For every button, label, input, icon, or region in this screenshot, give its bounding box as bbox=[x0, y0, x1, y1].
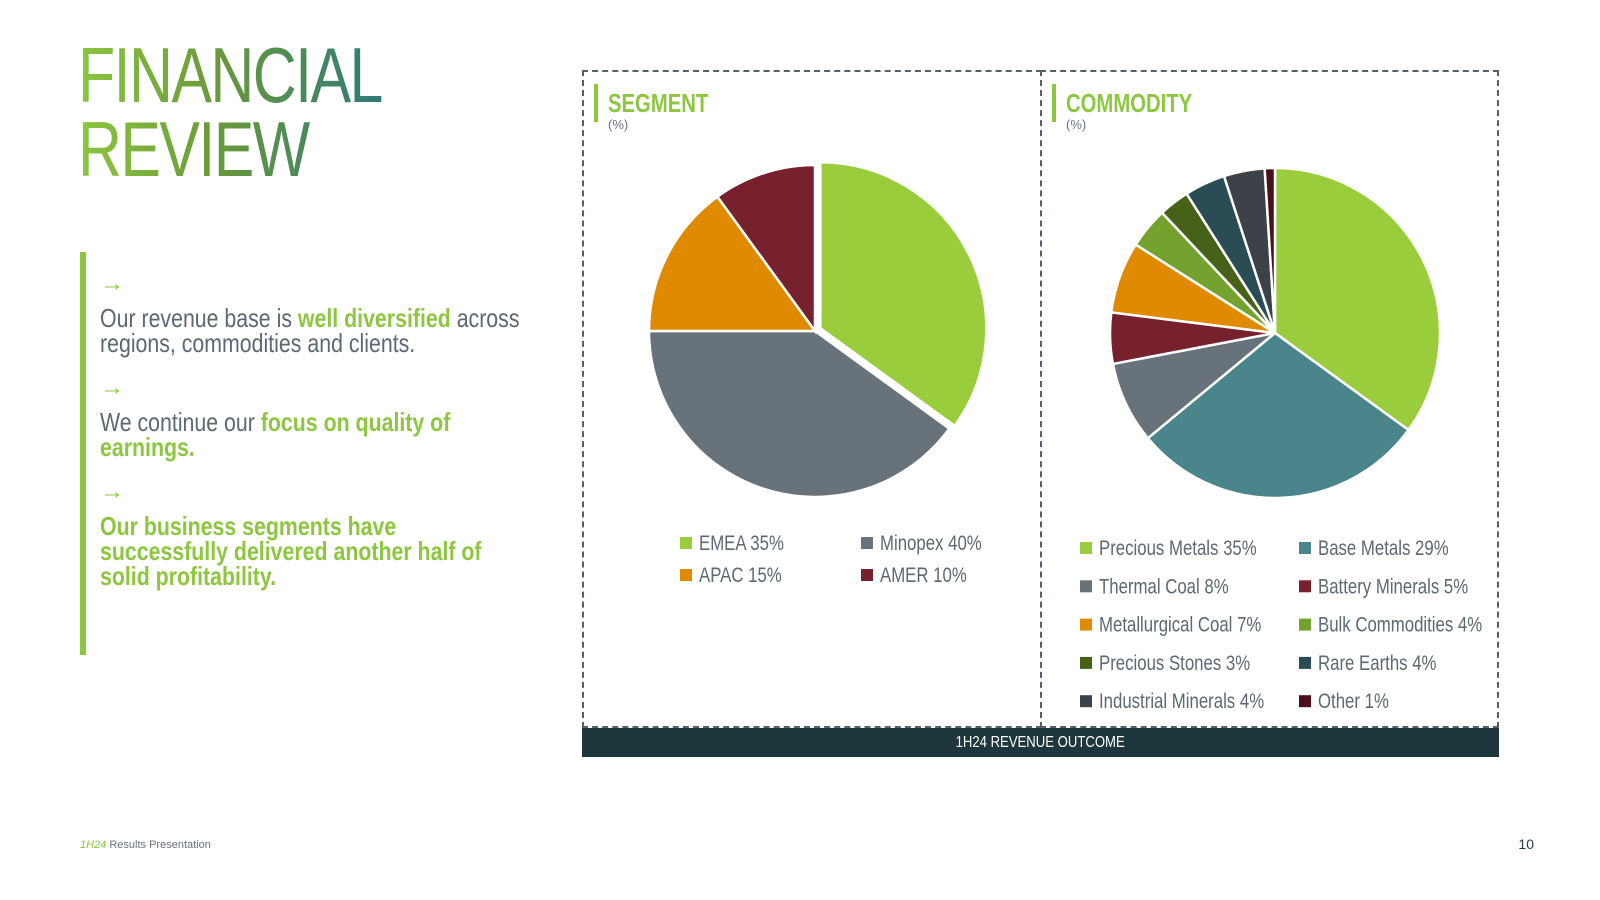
pie-slice-amer bbox=[715, 163, 817, 335]
legend-swatch bbox=[680, 569, 692, 581]
commodity-panel: COMMODITY (%) bbox=[1040, 70, 1499, 728]
legend-swatch bbox=[1080, 580, 1092, 593]
legend-label: Industrial Minerals 4% bbox=[1099, 691, 1264, 714]
pie-slice-other bbox=[1263, 166, 1277, 334]
segment-panel-title: SEGMENT bbox=[608, 88, 709, 118]
pie-slice-precious-metals bbox=[1273, 166, 1442, 432]
segment-panel: SEGMENT (%) bbox=[582, 70, 1042, 728]
arrow-right-icon: → bbox=[100, 374, 124, 401]
legend-swatch bbox=[1080, 542, 1092, 554]
pie-slice-apac bbox=[647, 194, 818, 333]
legend-label: Battery Minerals 5% bbox=[1318, 576, 1468, 599]
legend-swatch bbox=[1299, 695, 1311, 708]
accent-bar bbox=[1052, 84, 1056, 122]
legend-label: Precious Metals 35% bbox=[1099, 537, 1257, 560]
presentation-accent: 1H24 bbox=[80, 839, 107, 851]
legend-swatch bbox=[680, 537, 692, 549]
legend-swatch bbox=[1299, 656, 1311, 669]
key-point-text: Our business segments have successfully … bbox=[100, 511, 526, 591]
legend-swatch bbox=[861, 569, 873, 581]
presentation-text: Results Presentation bbox=[106, 839, 211, 851]
pie-slice-minopex bbox=[647, 329, 952, 499]
key-point-highlight: Our business segments have successfully … bbox=[100, 511, 482, 591]
key-point-text: We continue our focus on quality of earn… bbox=[100, 407, 526, 462]
key-point-segment: We continue our bbox=[100, 407, 261, 437]
segment-panel-unit: (%) bbox=[608, 117, 629, 132]
page-number: 10 bbox=[1518, 836, 1534, 852]
commodity-panel-title: COMMODITY bbox=[1066, 88, 1193, 118]
revenue-outcome-label: 1H24 REVENUE OUTCOME bbox=[955, 734, 1126, 751]
key-point-segment: Our revenue base is bbox=[100, 303, 298, 333]
legend-label: EMEA 35% bbox=[699, 532, 784, 555]
legend-label: AMER 10% bbox=[880, 564, 967, 587]
legend-swatch bbox=[1299, 542, 1311, 554]
key-point-segment: across regions, commodities and clients. bbox=[100, 303, 520, 358]
legend-label: Rare Earths 4% bbox=[1318, 652, 1437, 675]
key-point-highlight: focus on quality of earnings. bbox=[100, 407, 451, 462]
key-point-1: → Our revenue base is well diversified a… bbox=[100, 270, 540, 358]
legend-swatch bbox=[1299, 580, 1311, 593]
key-point-2: → We continue our focus on quality of ea… bbox=[100, 374, 540, 462]
legend-label: Base Metals 29% bbox=[1318, 537, 1449, 560]
revenue-outcome-bar: 1H24 REVENUE OUTCOME bbox=[582, 728, 1499, 757]
legend-label: Minopex 40% bbox=[880, 532, 982, 555]
legend-swatch bbox=[1299, 618, 1311, 631]
pie-slice-emea bbox=[819, 161, 988, 428]
legend-label: Precious Stones 3% bbox=[1099, 652, 1250, 675]
legend-swatch bbox=[861, 537, 873, 549]
arrow-right-icon: → bbox=[100, 270, 124, 297]
legend-swatch bbox=[1080, 695, 1092, 708]
legend-label: Bulk Commodities 4% bbox=[1318, 614, 1482, 637]
key-point-highlight: well diversified bbox=[297, 303, 451, 333]
legend-swatch bbox=[1080, 618, 1092, 631]
legend-swatch bbox=[1080, 656, 1092, 669]
accent-bar bbox=[594, 84, 598, 122]
arrow-right-icon: → bbox=[100, 478, 124, 505]
legend-label: Metallurgical Coal 7% bbox=[1099, 614, 1261, 637]
presentation-label: 1H24 Results Presentation bbox=[80, 839, 211, 851]
legend-label: APAC 15% bbox=[699, 564, 782, 587]
pie-slice-base-metals bbox=[1146, 331, 1411, 500]
legend-label: Other 1% bbox=[1318, 691, 1389, 714]
key-point-text: Our revenue base is well diversified acr… bbox=[100, 303, 526, 358]
legend-label: Thermal Coal 8% bbox=[1099, 576, 1229, 599]
key-point-3: → Our business segments have successfull… bbox=[100, 478, 540, 591]
key-points: → Our revenue base is well diversified a… bbox=[80, 252, 546, 655]
commodity-panel-unit: (%) bbox=[1066, 117, 1087, 132]
